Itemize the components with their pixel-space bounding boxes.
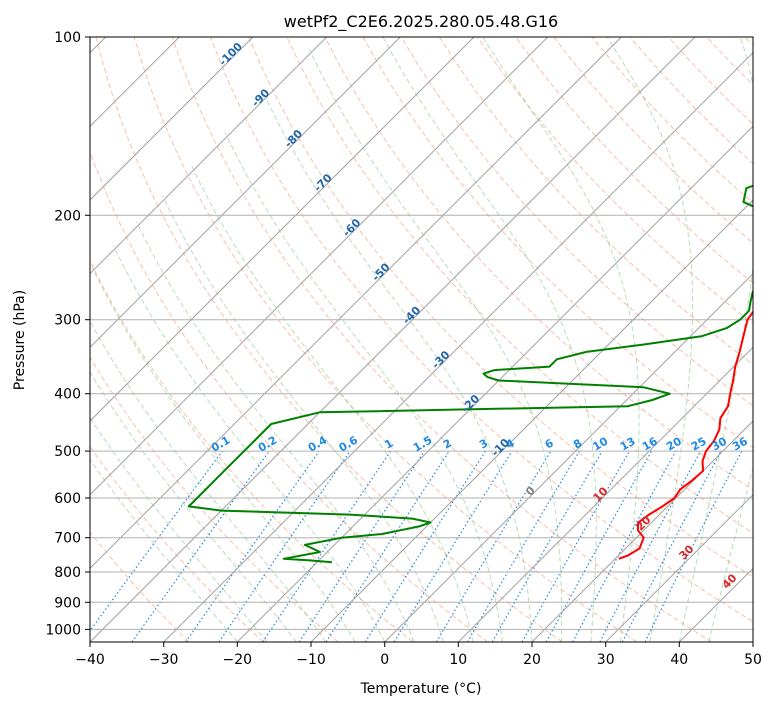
dry-adiabat [248, 37, 753, 578]
isotherm [531, 420, 753, 642]
isotherm [90, 37, 696, 642]
isotherm [90, 37, 254, 201]
moist-adiabat [191, 165, 474, 642]
dry-adiabat [515, 37, 753, 284]
chart-title: wetPf2_C2E6.2025.280.05.48.G16 [284, 12, 558, 32]
dewpoint-line [187, 184, 753, 564]
dry-adiabat [90, 531, 190, 642]
plot-area: 0.1 0.2 0.4 0.6 1 1.5 2 3 4 6 8 10 13 16 20 25 30 36-100-… [90, 37, 753, 642]
x-tick-label: −20 [223, 652, 253, 668]
mixing-ratio-line [90, 450, 223, 632]
y-tick-label: 800 [54, 565, 81, 581]
isotherm [605, 493, 753, 642]
x-tick-label: 20 [523, 652, 541, 668]
moist-adiabat [482, 37, 640, 642]
x-tick-label: 0 [380, 652, 389, 668]
y-axis-title: Pressure (hPa) [12, 290, 28, 390]
moist-adiabat [90, 320, 327, 642]
mixing-ratio-line [521, 450, 631, 642]
profile-lines [187, 184, 753, 564]
x-tick-label: −40 [75, 652, 105, 668]
y-tick-label: 100 [54, 30, 81, 46]
mixing-ratio-line [644, 450, 743, 642]
moist-adiabat [90, 416, 268, 642]
dry-adiabat [324, 37, 753, 491]
mixing-ratio-lines [90, 450, 743, 642]
y-tick-label: 300 [54, 313, 81, 329]
mixing-ratio-line [298, 450, 425, 642]
moist-adiabat [382, 37, 597, 642]
y-tick-label: 1000 [45, 622, 81, 638]
dry-adiabat [90, 150, 488, 642]
plot-frame [89, 36, 754, 643]
moist-adiabat [309, 49, 563, 642]
mixing-ratio-line [185, 450, 320, 642]
mixing-ratio-line [262, 450, 392, 642]
x-axis: −40 −30 −20 −10 0 10 20 30 40 50 [75, 642, 762, 668]
y-tick-label: 600 [54, 491, 81, 507]
y-axis: 100 200 300 400 500 600 700 800 900 1000 [45, 30, 90, 638]
isotherm [90, 37, 622, 570]
moist-adiabat [263, 94, 533, 642]
isotherms [90, 37, 753, 642]
x-tick-label: 10 [449, 652, 467, 668]
y-tick-label: 900 [54, 595, 81, 611]
isotherm [90, 37, 328, 275]
x-tick-label: 50 [744, 652, 762, 668]
y-tick-label: 700 [54, 531, 81, 547]
isotherm [90, 37, 475, 422]
dry-adiabat [90, 445, 264, 642]
mixing-ratio-line [218, 450, 351, 642]
moist-adiabat [708, 465, 753, 642]
isotherm [90, 37, 401, 349]
x-tick-label: 30 [597, 652, 615, 668]
x-axis-title: Temperature (°C) [360, 681, 482, 697]
mixing-ratio-line [325, 450, 450, 642]
isotherm [236, 125, 753, 642]
y-tick-label: 200 [54, 208, 81, 224]
dry-adiabat [133, 37, 638, 642]
moist-adiabat [91, 267, 356, 642]
x-tick-label: 40 [670, 652, 688, 668]
y-tick-label: 400 [54, 387, 81, 403]
x-tick-label: −10 [296, 652, 326, 668]
moist-adiabat [678, 37, 753, 642]
isotherm [457, 346, 753, 642]
moist-adiabat [90, 458, 238, 642]
isotherm [384, 272, 753, 642]
mixing-ratio-line [545, 450, 653, 642]
mixing-ratio-line [131, 450, 270, 642]
dry-adiabat [171, 37, 712, 642]
temperature-line [618, 310, 753, 560]
mixing-ratio-line [393, 450, 513, 642]
dry-adiabat [210, 37, 753, 623]
x-tick-label: −30 [149, 652, 179, 668]
dry-adiabat [95, 37, 563, 642]
isotherm [163, 51, 753, 642]
mixing-ratio-line [572, 450, 677, 642]
y-tick-label: 500 [54, 444, 81, 460]
isotherm [310, 199, 753, 642]
isotherm [90, 37, 549, 496]
dry-adiabat [438, 37, 753, 366]
moist-adiabat [606, 37, 694, 642]
dry-adiabat [90, 356, 339, 642]
moist-adiabat [136, 221, 415, 642]
dry-adiabat [400, 37, 753, 407]
pressure-gridlines [90, 37, 753, 630]
moist-adiabat [161, 195, 445, 642]
